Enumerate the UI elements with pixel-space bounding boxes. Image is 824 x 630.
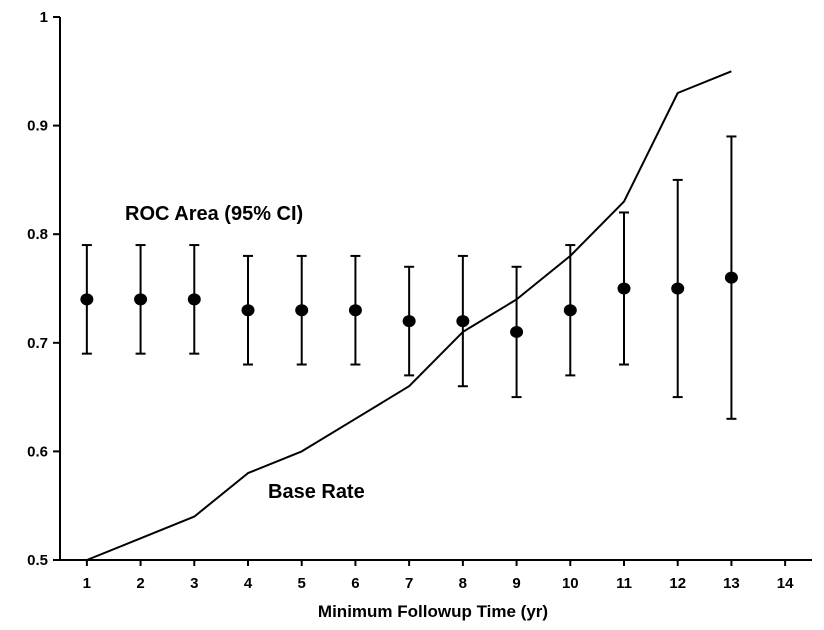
roc-point	[295, 304, 309, 317]
y-ticks: 0.5 0.6 0.7 0.8 0.9 1	[27, 9, 60, 569]
x-tick-label: 13	[723, 575, 740, 592]
x-tick-label: 6	[351, 575, 359, 592]
roc-layer	[80, 135, 738, 420]
x-tick-label: 2	[136, 575, 144, 592]
roc-point	[724, 271, 738, 284]
y-tick-label: 0.5	[27, 552, 48, 569]
base-rate-line	[86, 70, 732, 561]
roc-area-label: ROC Area (95% CI)	[125, 203, 303, 225]
x-tick-label: 12	[669, 575, 686, 592]
y-tick-label: 0.9	[27, 118, 48, 135]
x-tick-label: 9	[512, 575, 520, 592]
axes	[59, 17, 812, 561]
roc-point	[187, 293, 201, 306]
base-rate-label: Base Rate	[268, 481, 365, 503]
x-tick-label: 4	[244, 575, 253, 592]
x-tick-label: 8	[459, 575, 467, 592]
x-tick-label: 10	[562, 575, 579, 592]
roc-point	[241, 304, 255, 317]
roc-point	[563, 304, 577, 317]
x-tick-label: 11	[616, 575, 632, 592]
roc-point	[402, 315, 416, 328]
y-tick-label: 0.6	[27, 443, 48, 460]
x-tick-label: 1	[83, 575, 91, 592]
y-tick-label: 0.7	[27, 335, 48, 352]
x-tick-label: 14	[777, 575, 794, 592]
roc-point	[617, 282, 631, 295]
x-ticks: 1 2 3 4 5 6 7 8 9 10 11 12 13 14	[83, 560, 794, 592]
roc-point	[134, 293, 148, 306]
x-axis-title: Minimum Followup Time (yr)	[318, 602, 548, 621]
x-tick-label: 5	[298, 575, 306, 592]
y-tick-label: 0.8	[27, 226, 48, 243]
roc-point	[671, 282, 685, 295]
roc-point	[348, 304, 362, 317]
roc-point	[80, 293, 94, 306]
x-tick-label: 7	[405, 575, 413, 592]
base-rate-layer	[86, 70, 732, 561]
roc-point	[456, 315, 470, 328]
y-tick-label: 1	[40, 9, 48, 26]
x-tick-label: 3	[190, 575, 198, 592]
roc-point	[510, 325, 524, 338]
